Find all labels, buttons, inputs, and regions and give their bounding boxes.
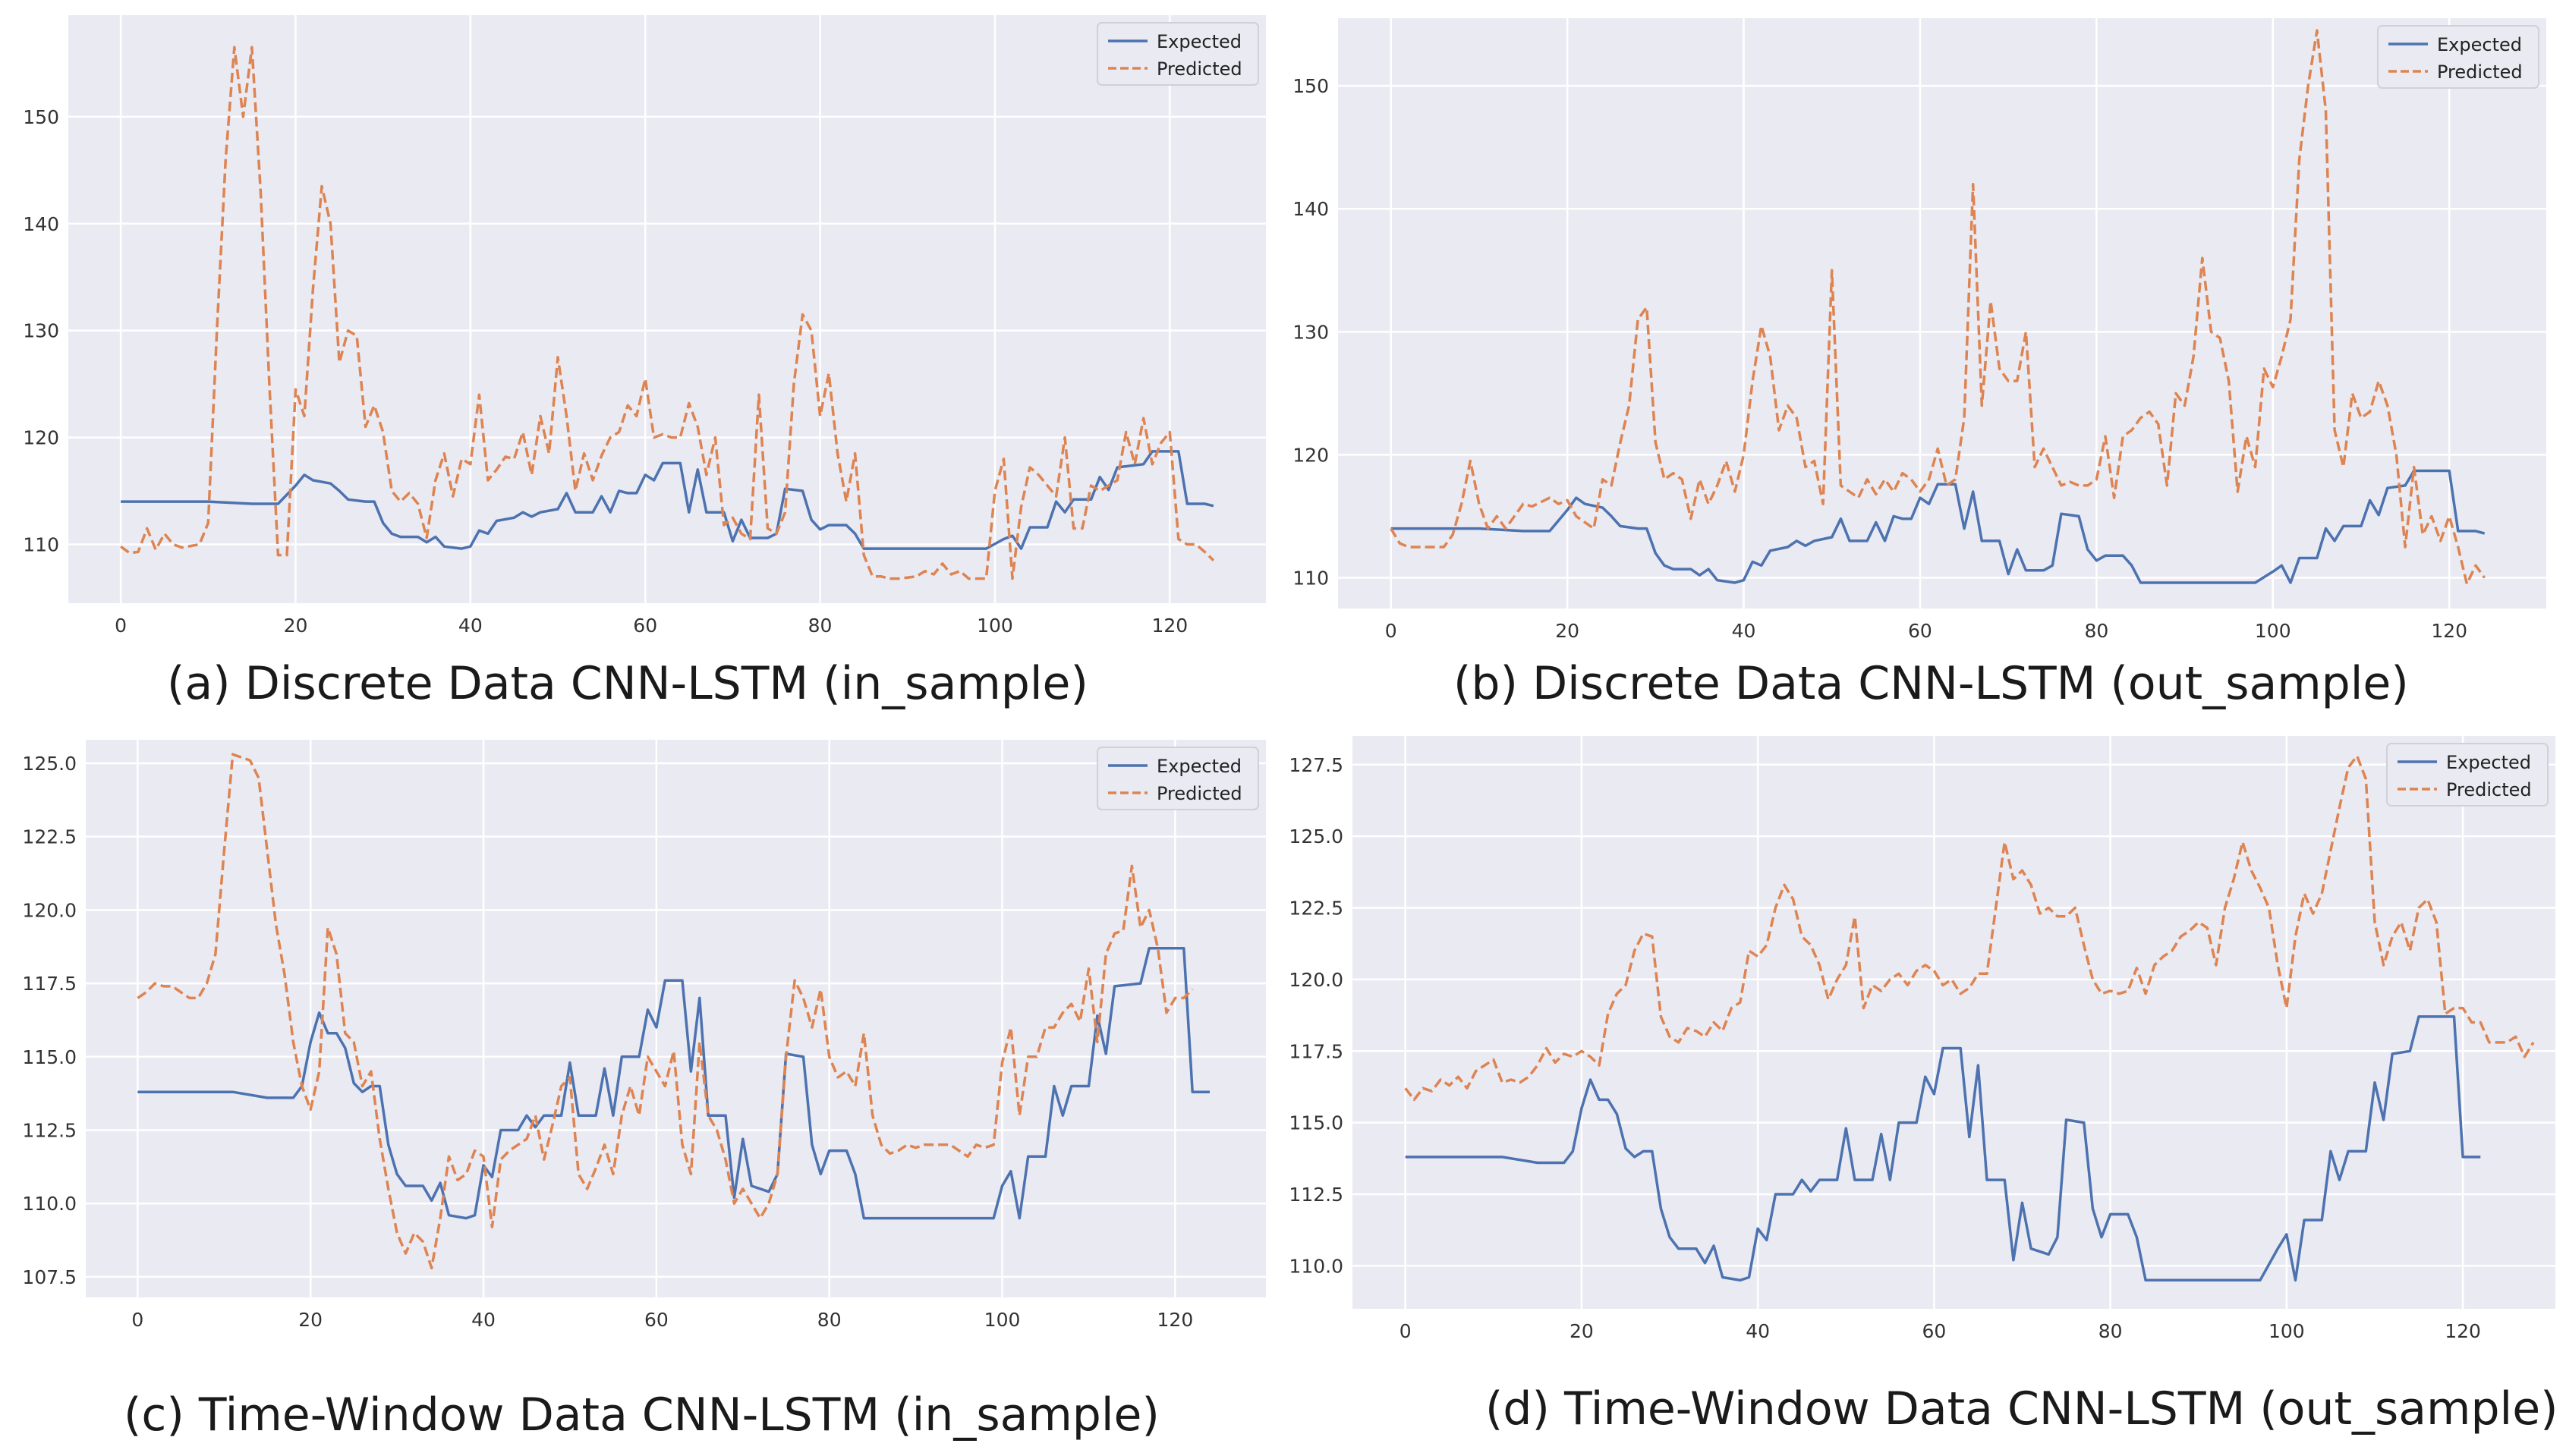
x-tick-label: 0 [115,615,127,637]
legend-label-predicted: Predicted [2437,61,2523,83]
x-tick-label: 100 [984,1309,1021,1331]
x-tick-label: 120 [2445,1320,2481,1342]
series-line-predicted [137,753,1194,1270]
chart-d: 0 20 40 60 80 100 120 110.0 112.5 115.0 117.5 120.0… [1289,736,2555,1342]
x-tick-label: 120 [1151,615,1188,637]
chart-c: 0 20 40 60 80 100 120 107.5 110.0 112.5 115.0 117.5… [22,740,1266,1331]
chart-a: 0 20 40 60 80 100 120 110 120 130 140 150 Expected Pr… [23,15,1266,637]
series-line-predicted [1390,29,2486,586]
x-tick-label: 60 [644,1309,669,1331]
series-line-expected [121,450,1214,550]
series-line-predicted [1404,754,2535,1102]
y-tick-label: 110 [1292,567,1329,589]
y-tick-label: 112.5 [22,1120,77,1142]
x-tick-label: 40 [471,1309,496,1331]
legend-label-expected: Expected [2446,752,2531,773]
y-tick-label: 130 [1292,321,1329,343]
x-tick-label: 40 [1732,620,1756,642]
y-tick-label: 150 [23,106,59,128]
x-tick-label: 0 [1399,1320,1412,1342]
legend-label-predicted: Predicted [1157,783,1242,804]
y-tick-label: 122.5 [1289,898,1343,920]
y-tick-label: 140 [1292,198,1329,220]
x-tick-label: 20 [284,615,308,637]
caption-d: (d) Time-Window Data CNN-LSTM (out_sampl… [1485,1382,2558,1436]
y-tick-label: 110.0 [22,1193,77,1215]
y-tick-label: 125.0 [1289,825,1343,847]
plot-background [68,15,1266,603]
plot-background [1338,18,2546,609]
y-tick-label: 110.0 [1289,1255,1343,1277]
legend-label-expected: Expected [1157,756,1242,777]
x-tick-label: 0 [1385,620,1397,642]
legend-label-expected: Expected [1157,31,1242,52]
y-tick-label: 127.5 [1289,754,1343,776]
x-tick-label: 60 [1908,620,1932,642]
y-tick-label: 107.5 [22,1266,77,1288]
x-tick-label: 100 [2255,620,2291,642]
y-tick-label: 120.0 [22,899,77,921]
y-tick-label: 125.0 [22,753,77,775]
x-tick-label: 100 [2268,1320,2305,1342]
x-tick-label: 40 [1746,1320,1770,1342]
x-tick-label: 40 [458,615,483,637]
x-tick-label: 120 [2431,620,2467,642]
y-tick-label: 120.0 [1289,969,1343,991]
y-tick-label: 110 [23,534,59,556]
y-tick-label: 117.5 [1289,1040,1343,1062]
y-tick-label: 150 [1292,75,1329,97]
series-line-predicted [120,46,1215,580]
y-tick-label: 140 [23,213,59,235]
x-tick-label: 100 [977,615,1013,637]
y-tick-label: 115.0 [22,1046,77,1068]
x-tick-label: 20 [298,1309,323,1331]
x-tick-label: 20 [1555,620,1579,642]
series-line-expected [1405,1015,2481,1282]
x-tick-label: 0 [131,1309,143,1331]
y-tick-label: 117.5 [22,973,77,995]
series-line-expected [1390,469,2486,584]
caption-c: (c) Time-Window Data CNN-LSTM (in_sample… [124,1388,1160,1442]
y-tick-label: 120 [1292,444,1329,466]
x-tick-label: 80 [817,1309,842,1331]
caption-a: (a) Discrete Data CNN-LSTM (in_sample) [167,657,1088,710]
x-tick-label: 120 [1157,1309,1194,1331]
y-tick-label: 130 [23,320,59,342]
x-tick-label: 60 [633,615,657,637]
legend-label-expected: Expected [2437,34,2522,55]
x-tick-label: 60 [1922,1320,1946,1342]
series-line-expected [137,946,1210,1220]
x-tick-label: 80 [2084,620,2108,642]
x-tick-label: 20 [1570,1320,1594,1342]
chart-b: 0 20 40 60 80 100 120 110 120 130 140 150 Expected Pr… [1292,18,2546,642]
x-tick-label: 80 [2098,1320,2123,1342]
legend-label-predicted: Predicted [1157,58,1242,80]
y-tick-label: 115.0 [1289,1112,1343,1134]
y-tick-label: 120 [23,427,59,449]
y-tick-label: 122.5 [22,826,77,848]
legend-label-predicted: Predicted [2446,779,2532,800]
y-tick-label: 112.5 [1289,1184,1343,1206]
plot-background [1352,736,2555,1309]
caption-b: (b) Discrete Data CNN-LSTM (out_sample) [1453,657,2409,710]
plot-background [86,740,1266,1297]
x-tick-label: 80 [808,615,833,637]
